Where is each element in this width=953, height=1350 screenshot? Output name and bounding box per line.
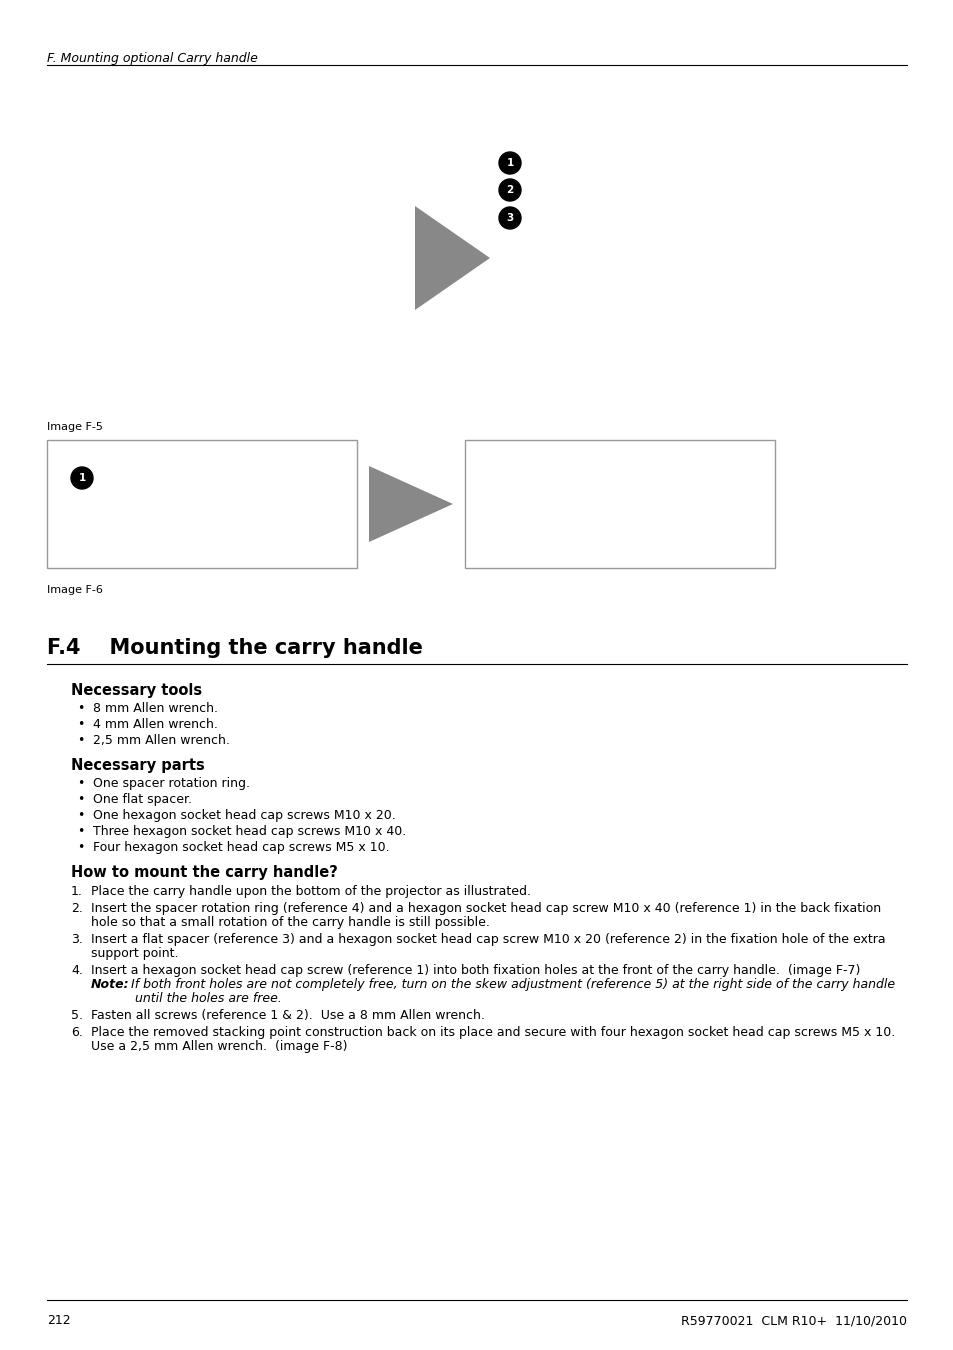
Text: •: • (77, 734, 84, 747)
Circle shape (71, 467, 92, 489)
Text: Image F-5: Image F-5 (47, 423, 103, 432)
Polygon shape (369, 466, 453, 541)
Text: 3.: 3. (71, 933, 83, 946)
Text: 2: 2 (506, 185, 513, 194)
Text: •: • (77, 702, 84, 716)
Text: 8 mm Allen wrench.: 8 mm Allen wrench. (92, 702, 218, 716)
Text: Four hexagon socket head cap screws M5 x 10.: Four hexagon socket head cap screws M5 x… (92, 841, 389, 855)
Text: One flat spacer.: One flat spacer. (92, 792, 192, 806)
Text: •: • (77, 792, 84, 806)
Text: Insert a hexagon socket head cap screw (reference 1) into both fixation holes at: Insert a hexagon socket head cap screw (… (91, 964, 860, 977)
Text: support point.: support point. (91, 946, 178, 960)
Text: •: • (77, 841, 84, 855)
Text: 2,5 mm Allen wrench.: 2,5 mm Allen wrench. (92, 734, 230, 747)
Text: Place the removed stacking point construction back on its place and secure with : Place the removed stacking point constru… (91, 1026, 894, 1040)
Text: 1: 1 (506, 158, 513, 167)
Text: Fasten all screws (reference 1 & 2).  Use a 8 mm Allen wrench.: Fasten all screws (reference 1 & 2). Use… (91, 1008, 484, 1022)
Text: •: • (77, 809, 84, 822)
Text: 4.: 4. (71, 964, 83, 977)
Text: If both front holes are not completely free, turn on the skew adjustment (refere: If both front holes are not completely f… (123, 977, 894, 991)
Text: •: • (77, 718, 84, 730)
Circle shape (498, 207, 520, 230)
Text: Insert a flat spacer (reference 3) and a hexagon socket head cap screw M10 x 20 : Insert a flat spacer (reference 3) and a… (91, 933, 884, 946)
Text: Necessary parts: Necessary parts (71, 757, 205, 774)
Text: One spacer rotation ring.: One spacer rotation ring. (92, 778, 250, 790)
Circle shape (498, 153, 520, 174)
Text: One hexagon socket head cap screws M10 x 20.: One hexagon socket head cap screws M10 x… (92, 809, 395, 822)
Text: Image F-6: Image F-6 (47, 585, 103, 595)
Text: Use a 2,5 mm Allen wrench.  (image F-8): Use a 2,5 mm Allen wrench. (image F-8) (91, 1040, 347, 1053)
Text: 3: 3 (506, 213, 513, 223)
Text: Insert the spacer rotation ring (reference 4) and a hexagon socket head cap scre: Insert the spacer rotation ring (referen… (91, 902, 881, 915)
Text: Necessary tools: Necessary tools (71, 683, 202, 698)
Text: 6.: 6. (71, 1026, 83, 1040)
Text: Place the carry handle upon the bottom of the projector as illustrated.: Place the carry handle upon the bottom o… (91, 886, 531, 898)
Bar (464, 440, 774, 568)
Text: until the holes are free.: until the holes are free. (91, 992, 281, 1004)
Polygon shape (415, 207, 490, 310)
Text: Note:: Note: (91, 977, 130, 991)
Text: •: • (77, 825, 84, 838)
Text: 212: 212 (47, 1314, 71, 1327)
Text: 1: 1 (78, 472, 86, 483)
Text: 2.: 2. (71, 902, 83, 915)
Text: F.4    Mounting the carry handle: F.4 Mounting the carry handle (47, 639, 422, 657)
Text: Three hexagon socket head cap screws M10 x 40.: Three hexagon socket head cap screws M10… (92, 825, 406, 838)
Text: R59770021  CLM R10+  11/10/2010: R59770021 CLM R10+ 11/10/2010 (680, 1314, 906, 1327)
Text: 4 mm Allen wrench.: 4 mm Allen wrench. (92, 718, 217, 730)
Text: 1.: 1. (71, 886, 83, 898)
Circle shape (498, 180, 520, 201)
Text: How to mount the carry handle?: How to mount the carry handle? (71, 865, 337, 880)
Text: hole so that a small rotation of the carry handle is still possible.: hole so that a small rotation of the car… (91, 917, 489, 929)
Text: F. Mounting optional Carry handle: F. Mounting optional Carry handle (47, 53, 257, 65)
Text: 5.: 5. (71, 1008, 83, 1022)
Bar (47, 440, 356, 568)
Text: •: • (77, 778, 84, 790)
